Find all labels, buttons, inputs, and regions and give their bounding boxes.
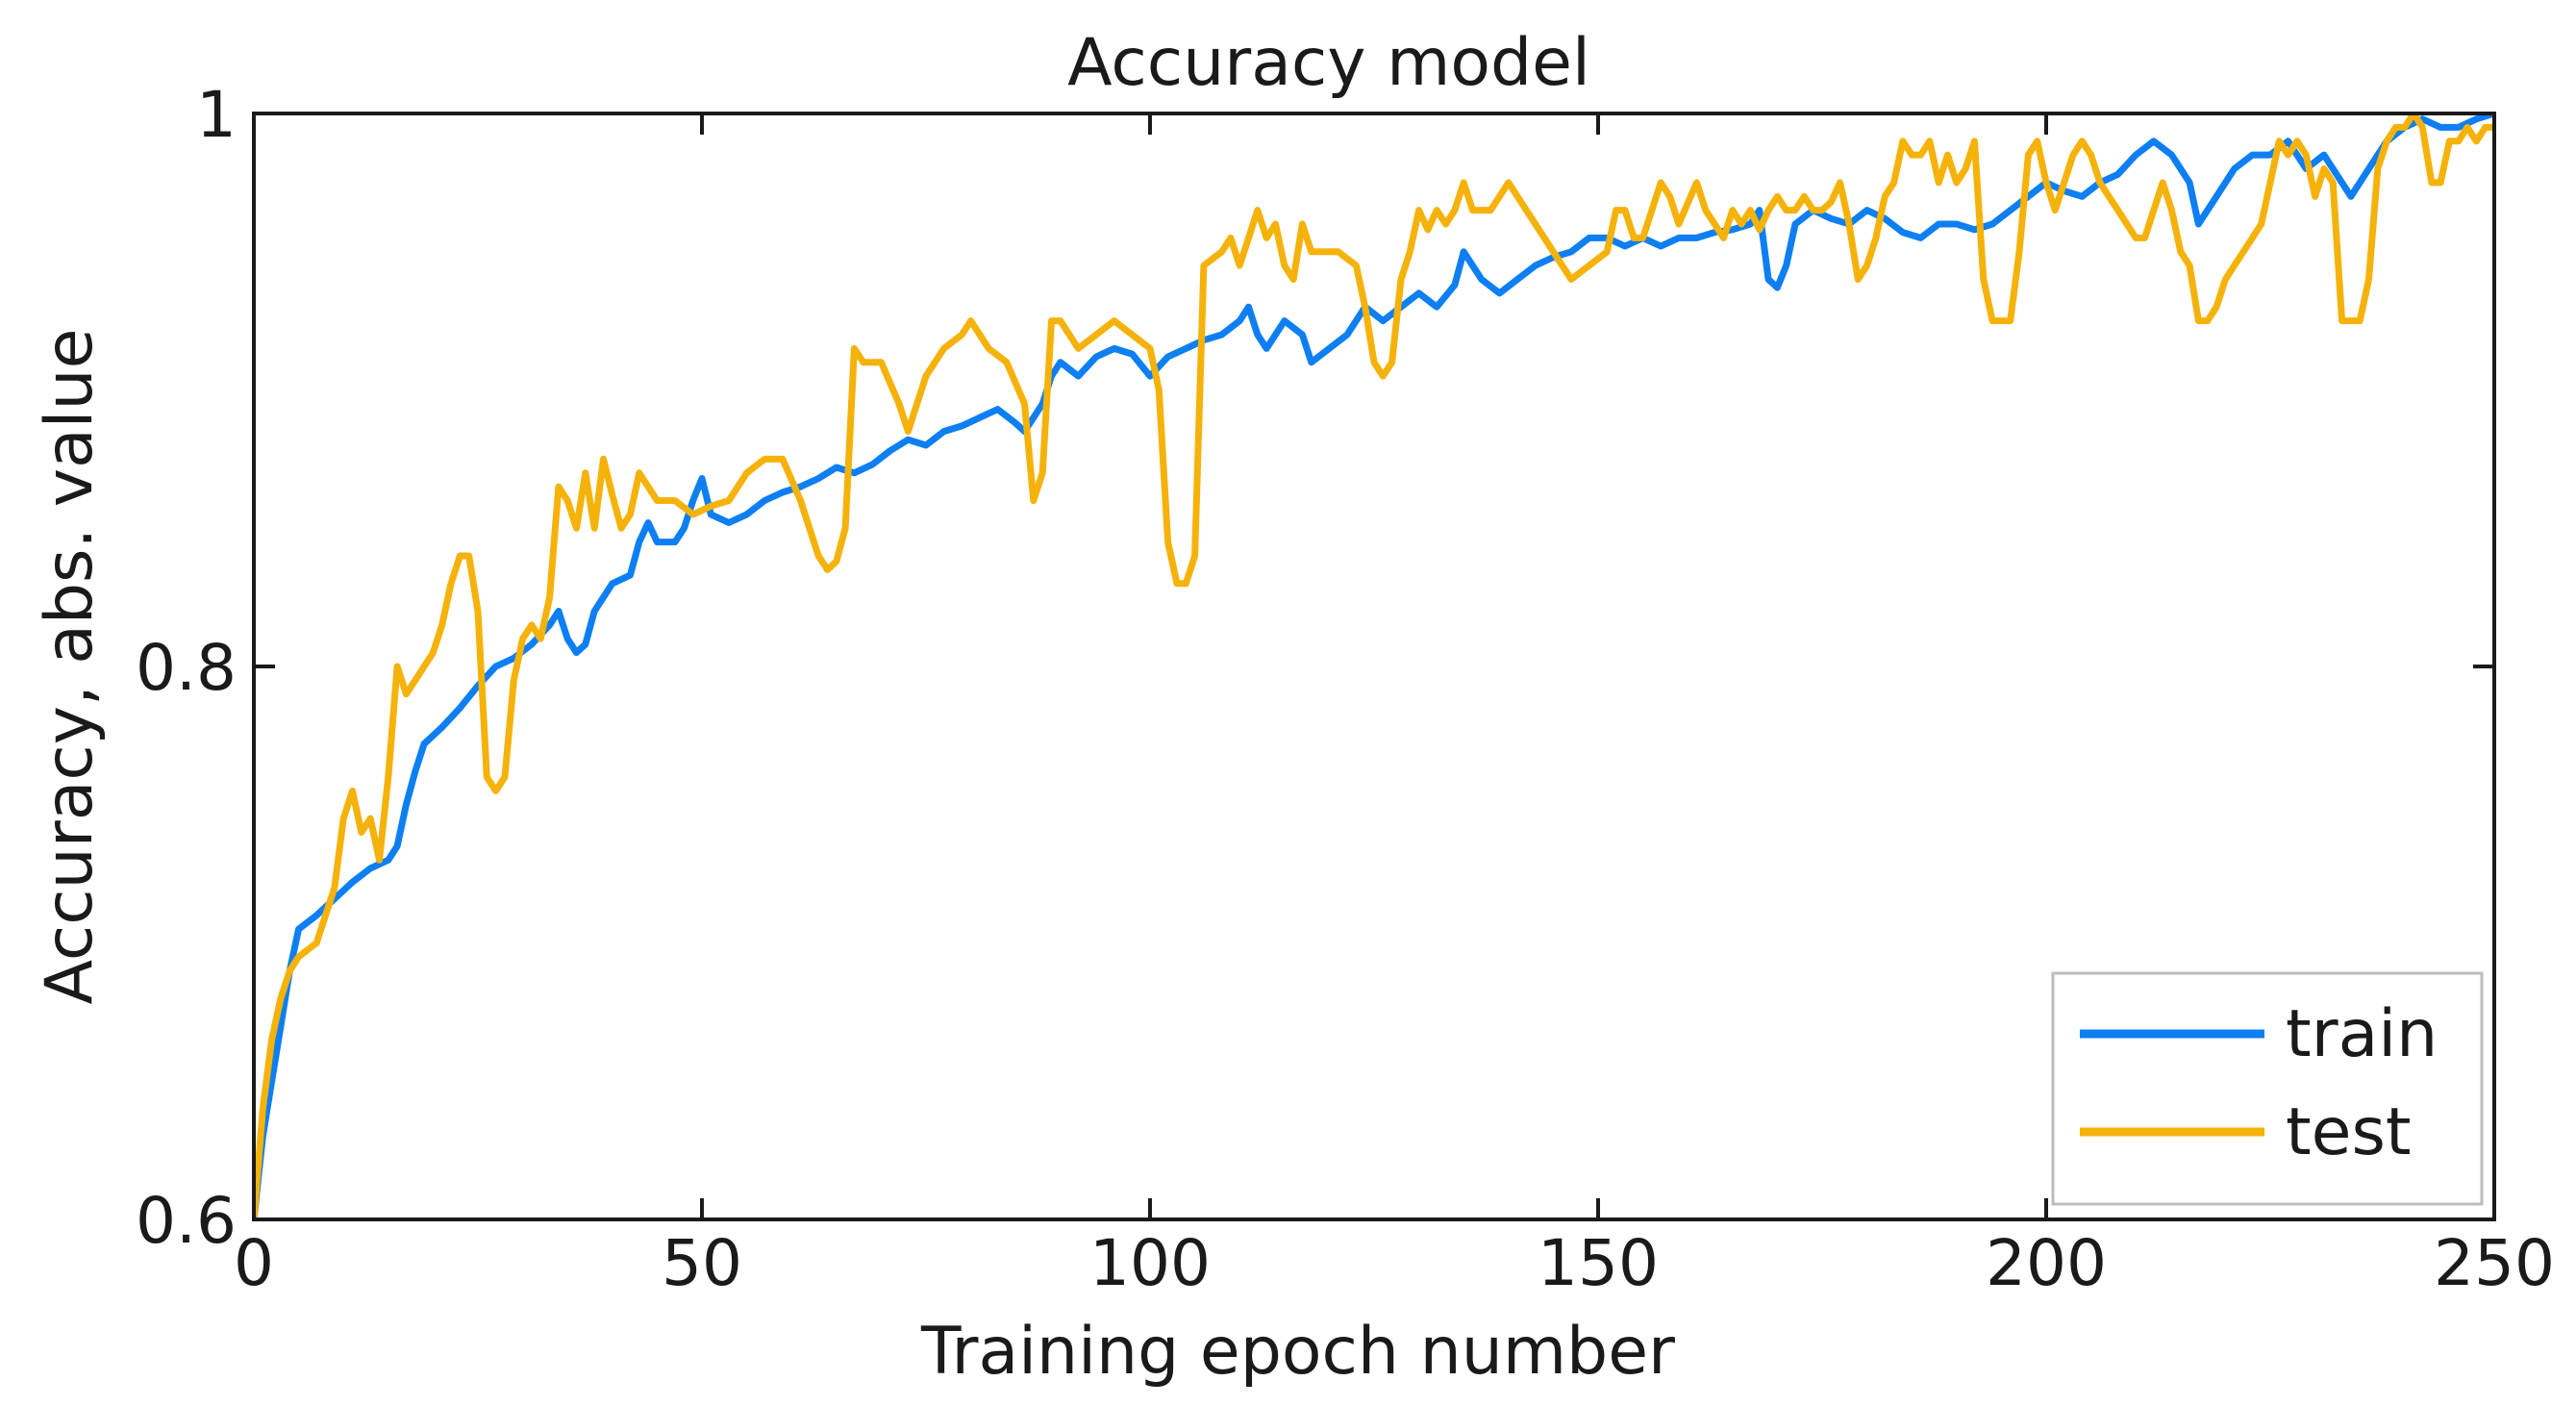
- ticks-layer: 0 50 100 150 200 250 0.6 0.8 1: [136, 78, 2555, 1300]
- x-tick-label: 150: [1538, 1226, 1659, 1300]
- legend-label-test: test: [2286, 1094, 2412, 1170]
- y-tick-label: 0.8: [136, 631, 237, 705]
- legend-label-train: train: [2286, 996, 2438, 1072]
- x-tick-label: 250: [2434, 1226, 2555, 1300]
- legend: train test: [2051, 971, 2484, 1206]
- x-tick-label: 0: [234, 1226, 274, 1300]
- y-axis-label: Accuracy, abs. value: [32, 329, 108, 1005]
- series-line-train: [254, 113, 2494, 1219]
- chart-title: Accuracy model: [1067, 25, 1590, 101]
- x-axis-label: Training epoch number: [920, 1314, 1675, 1390]
- y-tick-label: 0.6: [136, 1184, 237, 1258]
- x-tick-label: 200: [1986, 1226, 2107, 1300]
- x-tick-label: 100: [1089, 1226, 1211, 1300]
- series-line-test: [254, 113, 2494, 1219]
- x-tick-label: 50: [662, 1226, 742, 1300]
- legend-box: [2051, 971, 2484, 1206]
- series-layer: [254, 113, 2494, 1219]
- y-tick-label: 1: [196, 78, 237, 152]
